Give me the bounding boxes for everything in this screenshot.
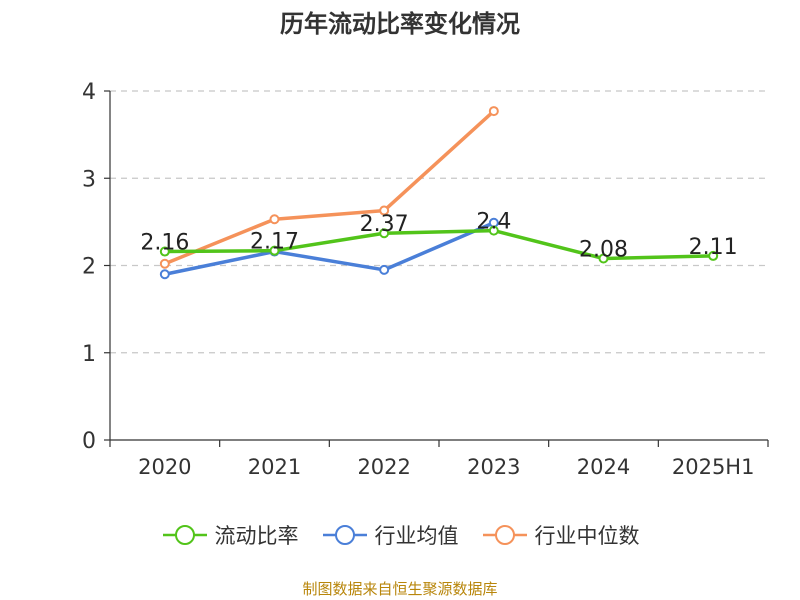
data-label: 2.37 — [360, 212, 409, 237]
legend-swatch — [322, 525, 367, 545]
legend-item[interactable]: 流动比率 — [161, 520, 299, 550]
data-label: 2.17 — [250, 230, 299, 255]
data-source-note: 制图数据来自恒生聚源数据库 — [302, 580, 498, 598]
data-label: 2.16 — [140, 231, 189, 256]
series-line-2 — [164, 109, 496, 266]
data-point — [159, 246, 170, 257]
x-tick-label: 2025H1 — [672, 455, 755, 479]
data-label: 2.11 — [689, 235, 738, 260]
data-point — [379, 228, 390, 239]
legend-item[interactable]: 行业均值 — [321, 520, 459, 550]
data-point — [379, 264, 390, 275]
y-tick-label: 0 — [82, 429, 96, 454]
data-point — [488, 225, 499, 236]
data-point — [708, 250, 719, 261]
series-line-1 — [164, 221, 495, 276]
data-point — [269, 214, 280, 225]
x-tick-label: 2023 — [467, 455, 520, 479]
chart-legend: 流动比率 行业均值 行业中位数 — [0, 520, 800, 550]
data-point — [379, 205, 390, 216]
x-tick-label: 2022 — [357, 455, 410, 479]
series-line-0 — [164, 228, 714, 261]
legend-label: 行业中位数 — [534, 524, 640, 548]
legend-swatch — [482, 525, 527, 545]
legend-swatch-marker — [334, 525, 355, 545]
y-tick-label: 4 — [82, 80, 96, 105]
chart-title: 历年流动比率变化情况 — [280, 10, 520, 38]
x-tick-label: 2020 — [138, 455, 191, 479]
legend-label: 行业均值 — [374, 524, 459, 548]
legend-item[interactable]: 行业中位数 — [481, 520, 640, 550]
data-point — [159, 258, 170, 269]
legend-swatch-marker — [494, 525, 515, 545]
legend-swatch-marker — [174, 525, 195, 545]
legend-swatch — [162, 525, 207, 545]
data-point — [488, 106, 499, 117]
data-label: 2.4 — [476, 210, 511, 235]
legend-label: 流动比率 — [214, 524, 299, 548]
y-tick-label: 3 — [82, 167, 96, 192]
y-tick-label: 2 — [82, 255, 96, 280]
data-point — [159, 269, 170, 280]
data-point — [269, 245, 280, 256]
x-tick-label: 2024 — [577, 455, 630, 479]
data-point — [598, 253, 609, 264]
data-label: 2.08 — [579, 238, 628, 263]
x-tick-label: 2021 — [248, 455, 301, 479]
y-tick-label: 1 — [82, 342, 96, 367]
